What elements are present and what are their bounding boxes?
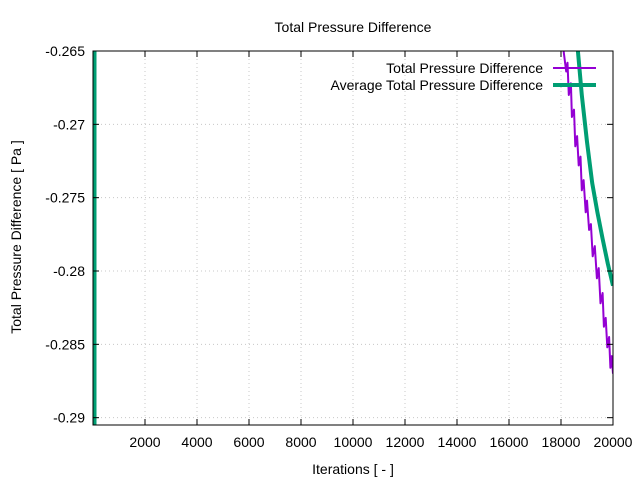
y-tick-label: -0.28 [53,263,85,279]
y-tick-label: -0.285 [45,336,85,352]
chart-title: Total Pressure Difference [275,19,432,35]
series-layer [93,51,613,425]
series-line-1 [575,51,613,287]
plot-area [93,51,613,425]
y-tick-label: -0.275 [45,190,85,206]
x-tick-label: 20000 [594,434,633,450]
legend-label: Total Pressure Difference [386,60,543,76]
y-tick-label: -0.265 [45,43,85,59]
x-tick-label: 2000 [129,434,160,450]
x-tick-label: 14000 [438,434,477,450]
x-tick-label: 8000 [285,434,316,450]
x-tick-label: 18000 [542,434,581,450]
ticks: 2000 4000 6000 8000 10000 12000 14000 16000 1800… [45,43,632,450]
y-tick-label: -0.29 [53,410,85,426]
y-tick-label: -0.27 [53,116,85,132]
x-tick-label: 10000 [334,434,373,450]
x-tick-label: 4000 [181,434,212,450]
series-line-0 [562,51,613,374]
x-tick-label: 6000 [233,434,264,450]
x-tick-label: 16000 [490,434,529,450]
y-axis-label: Total Pressure Difference [ Pa ] [8,140,24,334]
x-tick-label: 12000 [386,434,425,450]
x-axis-label: Iterations [ - ] [312,461,394,477]
legend-label: Average Total Pressure Difference [331,77,544,93]
